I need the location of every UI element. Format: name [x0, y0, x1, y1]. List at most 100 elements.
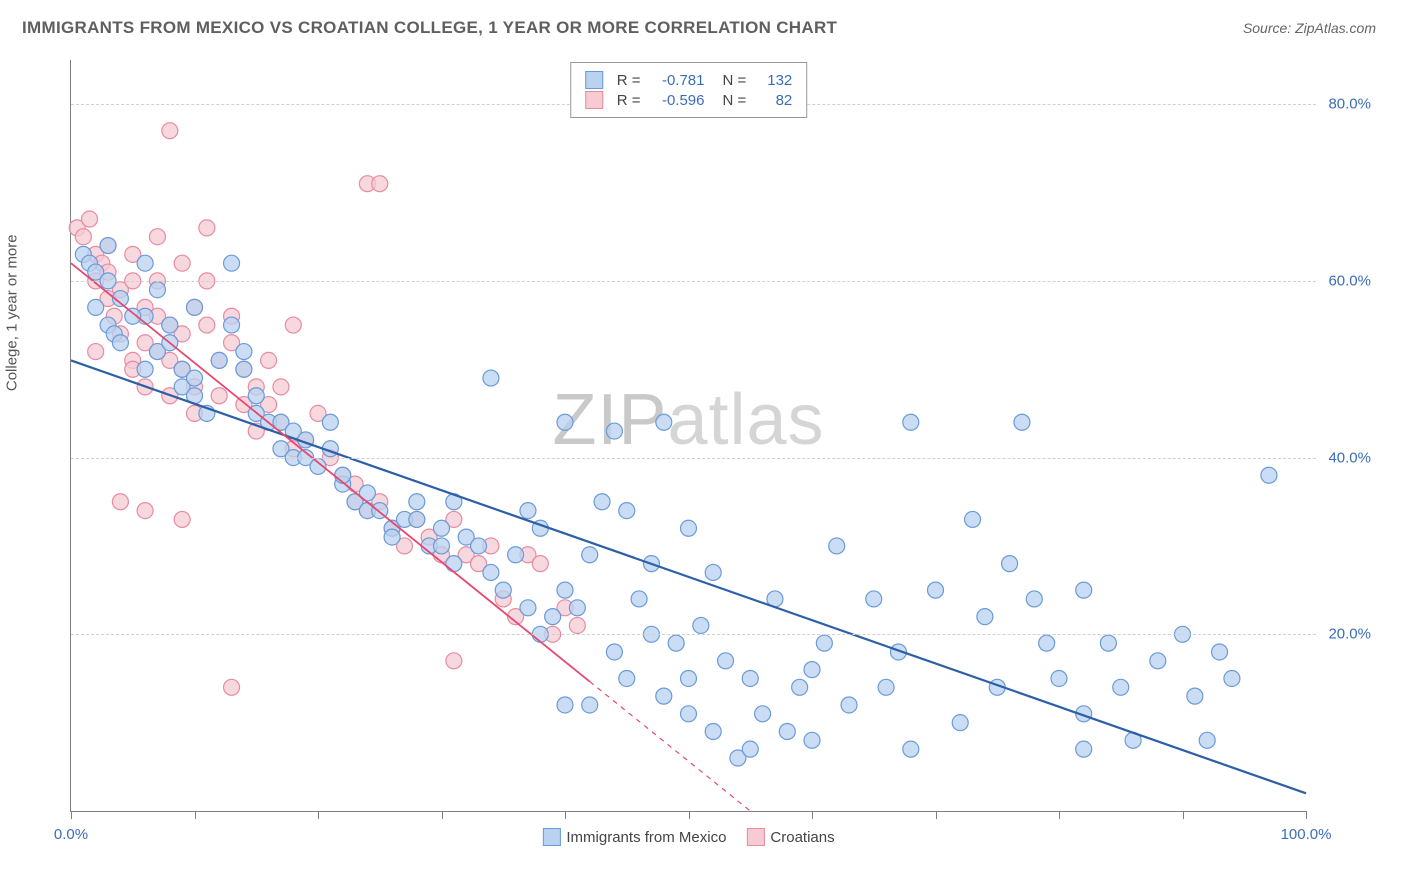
x-tick [442, 811, 443, 819]
data-point [322, 414, 338, 430]
bottom-legend: Immigrants from Mexico Croatians [542, 828, 834, 846]
data-point [1076, 741, 1092, 757]
data-point [866, 591, 882, 607]
chart-source: Source: ZipAtlas.com [1243, 20, 1376, 36]
data-point [1051, 670, 1067, 686]
legend-label: Immigrants from Mexico [566, 829, 726, 846]
legend-label: Croatians [770, 829, 834, 846]
x-tick [565, 811, 566, 819]
data-point [434, 538, 450, 554]
data-point [656, 414, 672, 430]
data-point [149, 229, 165, 245]
x-tick [689, 811, 690, 819]
y-axis-label: College, 1 year or more [4, 234, 21, 391]
x-tick-label: 0.0% [54, 826, 88, 843]
plot-area: ZIPatlas R =-0.781N =132R =-0.596N =82 I… [70, 60, 1306, 812]
data-point [187, 299, 203, 315]
data-point [582, 547, 598, 563]
data-point [199, 317, 215, 333]
data-point [211, 352, 227, 368]
data-point [718, 653, 734, 669]
grid-line [71, 281, 1316, 282]
corr-r-label: R = [617, 92, 641, 109]
data-point [520, 600, 536, 616]
data-point [656, 688, 672, 704]
data-point [755, 706, 771, 722]
data-point [545, 609, 561, 625]
data-point [137, 255, 153, 271]
data-point [285, 317, 301, 333]
data-point [1150, 653, 1166, 669]
data-point [372, 176, 388, 192]
data-point [977, 609, 993, 625]
data-point [804, 732, 820, 748]
data-point [335, 467, 351, 483]
data-point [446, 556, 462, 572]
data-point [878, 679, 894, 695]
data-point [792, 679, 808, 695]
grid-line [71, 634, 1316, 635]
data-point [100, 238, 116, 254]
trend-line [71, 263, 590, 681]
data-point [742, 670, 758, 686]
data-point [1212, 644, 1228, 660]
corr-n-value: 132 [754, 72, 792, 89]
data-point [693, 617, 709, 633]
data-point [224, 255, 240, 271]
data-point [606, 423, 622, 439]
data-point [816, 635, 832, 651]
data-point [1002, 556, 1018, 572]
data-point [557, 697, 573, 713]
legend-swatch [585, 71, 603, 89]
legend-swatch [585, 91, 603, 109]
trend-line [71, 360, 1306, 793]
x-tick [812, 811, 813, 819]
data-point [483, 564, 499, 580]
data-point [211, 388, 227, 404]
data-point [619, 670, 635, 686]
data-point [619, 503, 635, 519]
data-point [446, 653, 462, 669]
data-point [903, 741, 919, 757]
data-point [668, 635, 684, 651]
data-point [582, 697, 598, 713]
data-point [174, 511, 190, 527]
x-tick [71, 811, 72, 819]
data-point [162, 123, 178, 139]
data-point [569, 600, 585, 616]
data-point [1113, 679, 1129, 695]
x-tick [936, 811, 937, 819]
data-point [434, 520, 450, 536]
data-point [965, 511, 981, 527]
data-point [384, 529, 400, 545]
data-point [928, 582, 944, 598]
data-point [1224, 670, 1240, 686]
data-point [705, 564, 721, 580]
data-point [112, 494, 128, 510]
data-point [508, 547, 524, 563]
data-point [149, 282, 165, 298]
correlation-row: R =-0.781N =132 [585, 71, 793, 89]
data-point [409, 494, 425, 510]
data-point [248, 388, 264, 404]
data-point [483, 370, 499, 386]
data-point [261, 352, 277, 368]
data-point [1026, 591, 1042, 607]
data-point [1100, 635, 1116, 651]
data-point [520, 503, 536, 519]
correlation-row: R =-0.596N =82 [585, 91, 793, 109]
x-tick [318, 811, 319, 819]
data-point [236, 344, 252, 360]
data-point [569, 617, 585, 633]
x-tick [1059, 811, 1060, 819]
x-tick-label: 100.0% [1281, 826, 1332, 843]
corr-r-value: -0.781 [649, 72, 705, 89]
data-point [137, 361, 153, 377]
data-point [409, 511, 425, 527]
data-point [88, 344, 104, 360]
data-point [594, 494, 610, 510]
chart-container: College, 1 year or more ZIPatlas R =-0.7… [20, 50, 1386, 872]
data-point [557, 582, 573, 598]
data-point [236, 361, 252, 377]
data-point [1039, 635, 1055, 651]
